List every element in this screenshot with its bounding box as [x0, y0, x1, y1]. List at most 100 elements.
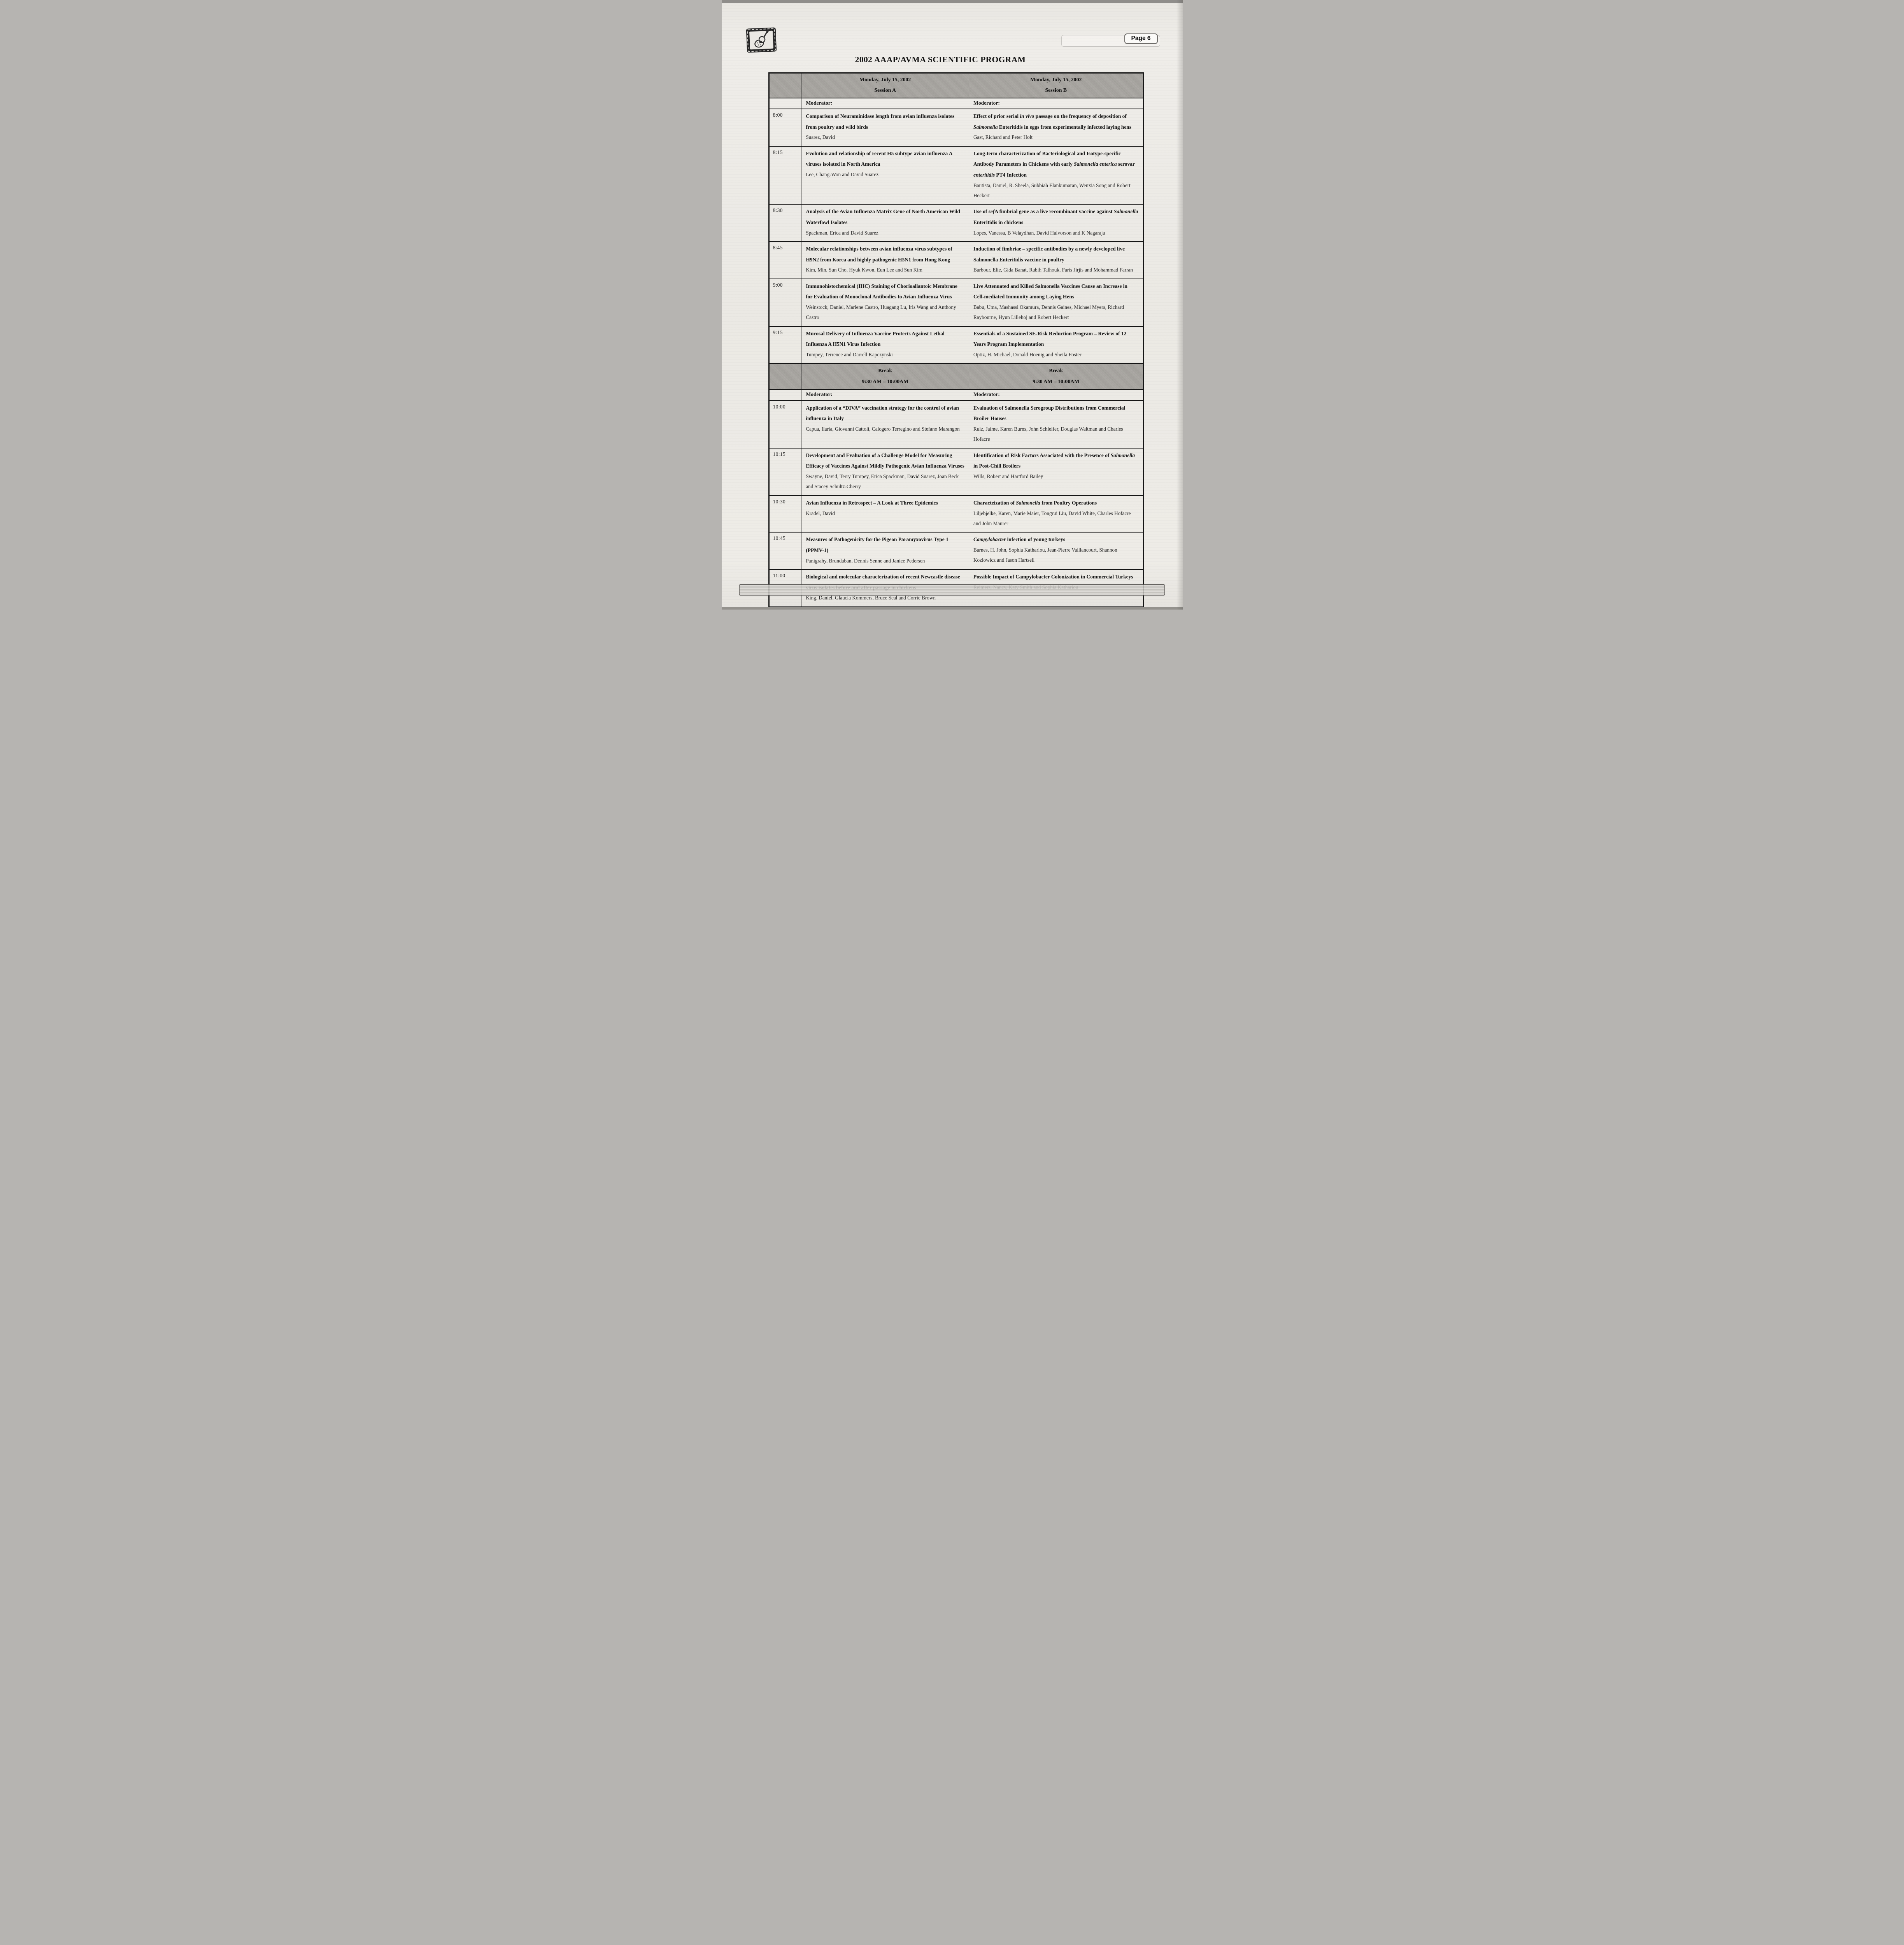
session-b-entry: Characteization of Salmonella from Poult…: [969, 495, 1144, 533]
session-a-entry: Application of a “DIVA” vaccination stra…: [801, 400, 970, 449]
session-a-entry: Avian Influenza in Retrospect – A Look a…: [801, 495, 970, 533]
session-b-entry: Long-term characterization of Bacteriolo…: [969, 145, 1144, 205]
break-time-range: 9:30 AM – 10:00AM: [1033, 378, 1080, 384]
paper-authors: Kradel, David: [806, 510, 835, 516]
table-row-900: 9:00 Immunohistochemical (IHC) Staining o…: [768, 278, 1144, 327]
paper-title: Application of a “DIVA” vaccination stra…: [806, 405, 959, 422]
paper-title: Analysis of the Avian Influenza Matrix G…: [806, 209, 960, 225]
paper-title: Possible Impact of Campylobacter Coloniz…: [973, 573, 1133, 580]
session-b-entry: Evaluation of Salmonella Serogroup Distr…: [969, 400, 1144, 449]
session-b-entry: Identification of Risk Factors Associate…: [969, 447, 1144, 496]
session-b-label: Session B: [1045, 87, 1067, 93]
session-a-entry: Development and Evaluation of a Challeng…: [801, 447, 970, 496]
session-a-entry: Measures of Pathogenicity for the Pigeon…: [801, 532, 970, 570]
time-cell: [768, 363, 802, 390]
time-cell: [768, 97, 802, 110]
paper-title: Campylobacter infection of young turkeys: [973, 536, 1065, 543]
time-cell: 10:45: [768, 532, 802, 570]
time-cell: 8:30: [768, 204, 802, 242]
paper-authors: Ruiz, Jaime, Karen Burns, John Schleifer…: [973, 426, 1123, 442]
time-cell: 10:00: [768, 400, 802, 449]
session-a-label: Session A: [874, 87, 896, 93]
table-row-1045: 10:45 Measures of Pathogenicity for the P…: [768, 532, 1144, 570]
scan-edge-top: [721, 0, 1183, 3]
guitar-stamp-icon: [746, 27, 777, 53]
time-column-header: [768, 72, 802, 98]
paper-title: Essentials of a Sustained SE-Risk Reduct…: [973, 330, 1127, 347]
paper-authors: Liljebjelke, Karen, Marie Maier, Tongrui…: [973, 510, 1131, 526]
guitar-icon: [749, 30, 773, 50]
page-title: 2002 AAAP/AVMA SCIENTIFIC PROGRAM: [855, 55, 1026, 64]
paper-authors: Spackman, Erica and David Suarez: [806, 230, 878, 236]
session-a-entry: Evolution and relationship of recent H5 …: [801, 145, 970, 205]
bottom-ruled-strip: [738, 584, 1165, 596]
paper-title: Evolution and relationship of recent H5 …: [806, 150, 952, 167]
paper-title: Measures of Pathogenicity for the Pigeon…: [806, 536, 948, 553]
session-a-entry: Immunohistochemical (IHC) Staining of Ch…: [801, 278, 970, 327]
paper-title: Characteization of Salmonella from Poult…: [973, 499, 1097, 506]
scan-edge-bottom: [721, 607, 1183, 610]
session-b-moderator: Moderator:: [969, 97, 1144, 110]
paper-authors: Swayne, David, Terry Tumpey, Erica Spack…: [806, 473, 959, 490]
time-cell: [768, 389, 802, 401]
table-row-830: 8:30 Analysis of the Avian Influenza Matr…: [768, 204, 1144, 242]
paper-title: Identification of Risk Factors Associate…: [973, 452, 1135, 469]
paper-authors: Wills, Robert and Hartford Bailey: [973, 473, 1043, 480]
session-b-moderator: Moderator:: [969, 389, 1144, 401]
session-a-entry: Mucosal Delivery of Influenza Vaccine Pr…: [801, 326, 970, 364]
break-label: Break: [1049, 368, 1063, 374]
scanned-page: Page 6 2002 AAAP/AVMA SCIENTIFIC PROGRAM…: [721, 0, 1183, 610]
break-time-range: 9:30 AM – 10:00AM: [862, 378, 909, 384]
paper-title: Effect of prior serial in vivo passage o…: [973, 113, 1131, 130]
session-a-header: Monday, July 15, 2002 Session A: [801, 72, 970, 98]
paper-authors: Weinstock, Daniel, Marlene Castro, Huaga…: [806, 304, 956, 321]
scan-edge-right: [1176, 0, 1183, 610]
table-row-moderator: Moderator: Moderator:: [768, 389, 1144, 401]
page-number-badge: Page 6: [1124, 33, 1158, 44]
paper-title: Live Attenuated and Killed Salmonella Va…: [973, 283, 1127, 300]
paper-authors: King, Daniel, Glaucia Kommers, Bruce Sea…: [806, 595, 936, 601]
paper-title: Development and Evaluation of a Challeng…: [806, 452, 964, 469]
break-label: Break: [878, 368, 892, 374]
time-cell: 10:30: [768, 495, 802, 533]
paper-authors: Optiz, H. Michael, Donald Hoenig and She…: [973, 351, 1082, 357]
paper-authors: Babu, Uma, Mashassi Okamura, Dennis Gain…: [973, 304, 1124, 321]
paper-authors: Panigrahy, Brundaban, Dennis Senne and J…: [806, 557, 925, 564]
session-a-entry: Comparison of Neuraminidase length from …: [801, 109, 970, 147]
table-row-815: 8:15 Evolution and relationship of recent…: [768, 145, 1144, 205]
paper-title: Evaluation of Salmonella Serogroup Distr…: [973, 405, 1126, 422]
table-header-row: Monday, July 15, 2002 Session A Monday, …: [768, 72, 1144, 98]
session-b-entry: Effect of prior serial in vivo passage o…: [969, 109, 1144, 147]
time-cell: 8:00: [768, 109, 802, 147]
session-a-date: Monday, July 15, 2002: [859, 77, 911, 82]
session-b-break: Break 9:30 AM – 10:00AM: [969, 363, 1144, 390]
paper-title: Use of sefA fimbrial gene as a live reco…: [973, 209, 1138, 225]
session-b-entry: Induction of fimbriae – specific antibod…: [969, 241, 1144, 279]
time-cell: 9:15: [768, 326, 802, 364]
paper-authors: Barnes, H. John, Sophia Kathariou, Jean-…: [973, 547, 1117, 563]
program-table: Monday, July 15, 2002 Session A Monday, …: [768, 72, 1144, 610]
table-row-915: 9:15 Mucosal Delivery of Influenza Vaccin…: [768, 326, 1144, 364]
paper-authors: Barbour, Elie, Gida Banat, Rabih Talhouk…: [973, 267, 1133, 273]
paper-title: Molecular relationships between avian in…: [806, 246, 952, 263]
session-a-moderator: Moderator:: [801, 97, 970, 110]
table-row-845: 8:45 Molecular relationships between avia…: [768, 241, 1144, 279]
table-row-1015: 10:15 Development and Evaluation of a Cha…: [768, 447, 1144, 496]
time-cell: 10:15: [768, 447, 802, 496]
table-row-1030: 10:30 Avian Influenza in Retrospect – A L…: [768, 495, 1144, 533]
paper-title: Immunohistochemical (IHC) Staining of Ch…: [806, 283, 957, 300]
session-a-entry: Analysis of the Avian Influenza Matrix G…: [801, 204, 970, 242]
paper-authors: Kim, Min, Sun Cho, Hyuk Kwon, Eun Lee an…: [806, 267, 922, 273]
paper-authors: Tumpey, Terrence and Darrell Kapczynski: [806, 351, 893, 357]
moderator-label: Moderator:: [806, 391, 833, 398]
time-cell: 9:00: [768, 278, 802, 327]
paper-authors: Lopes, Vanessa, B Velaydhan, David Halvo…: [973, 230, 1105, 236]
time-cell: 8:45: [768, 241, 802, 279]
table-row-break: Break 9:30 AM – 10:00AM Break 9:30 AM – 10:…: [768, 363, 1144, 390]
table-row-moderator: Moderator: Moderator:: [768, 97, 1144, 110]
moderator-label: Moderator:: [973, 391, 1000, 398]
session-b-entry: Campylobacter infection of young turkeys…: [969, 532, 1144, 570]
moderator-label: Moderator:: [806, 100, 833, 106]
paper-title: Mucosal Delivery of Influenza Vaccine Pr…: [806, 330, 945, 347]
paper-authors: Lee, Chang-Won and David Suarez: [806, 171, 879, 177]
